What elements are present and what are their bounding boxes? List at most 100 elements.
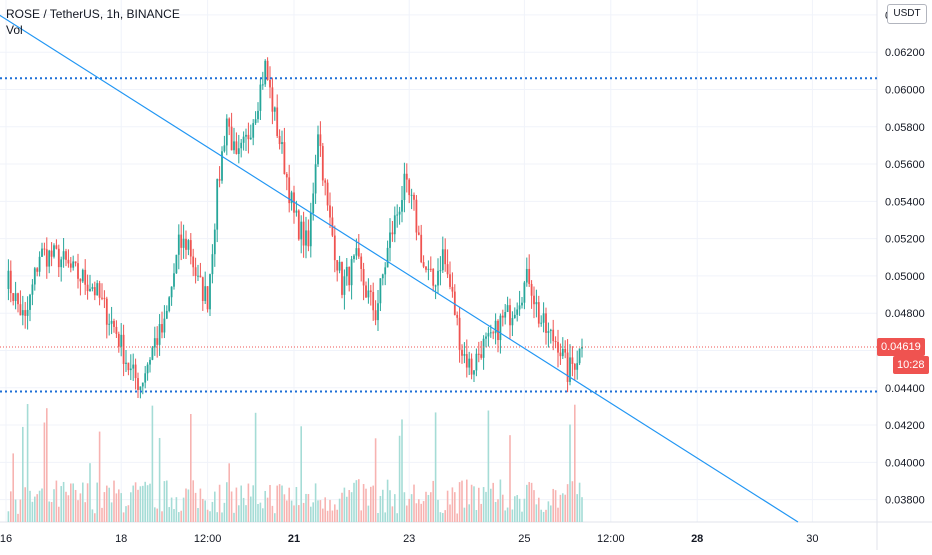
volume-bar [118,489,120,522]
volume-bar [485,491,487,522]
candle-body [221,151,223,181]
volume-bar [266,497,269,522]
volume-label: Vol [6,23,23,37]
volume-bar [38,490,41,522]
candle-body [487,333,490,337]
candle-body [213,229,216,255]
volume-bar [226,482,228,522]
candle-body [441,249,444,271]
candle-body [391,232,394,235]
volume-bar [70,483,72,522]
candle-body [477,353,480,355]
volume-bar [463,507,466,522]
candle-body [369,290,372,293]
volume-bar [218,484,221,522]
volume-bar [454,492,456,522]
bar-countdown-tag: 10:28 [893,355,929,374]
candle-body [535,302,538,305]
candle-body [151,347,154,360]
candle-body [218,179,221,181]
candle-body [573,363,576,370]
candle-body [345,266,348,277]
volume-bar [46,408,48,522]
candle-body [122,334,125,364]
candle-body [225,118,228,146]
candle-body [233,141,235,151]
candle-body [528,268,531,284]
volume-bar [230,491,233,522]
y-tick-label: 0.03800 [885,495,925,507]
volume-bar [533,490,535,522]
currency-button[interactable]: USDT [887,4,927,24]
volume-bar [223,502,226,522]
volume-bar [353,482,355,522]
candle-body [350,259,353,286]
volume-bar [278,484,281,522]
volume-bar [360,510,362,522]
volume-bar [559,494,562,522]
volume-bar [415,503,418,522]
candle-body [525,268,528,283]
volume-bar [288,487,290,522]
volume-bar [298,505,300,522]
volume-bar [24,487,26,522]
candle-body [69,263,72,268]
volume-bar [252,485,254,522]
candle-body [21,310,24,316]
volume-bar [77,500,79,522]
volume-bar [146,485,149,522]
candle-body [329,205,331,218]
volume-bar [473,486,475,522]
candle-body [465,354,468,368]
candle-body [127,362,130,371]
candle-body [81,269,84,282]
candle-body [446,264,449,275]
volume-bar [194,492,197,522]
candle-body [386,247,389,268]
candle-body [98,283,101,298]
volume-bar [346,496,348,522]
volume-bar [84,502,86,522]
volume-bar [142,485,144,522]
volume-bar [358,479,360,522]
volume-bar [122,512,125,522]
candle-body [492,332,495,334]
candle-body [540,322,543,324]
candle-body [175,254,178,274]
candle-body [545,313,547,333]
volume-bar [578,482,581,522]
volume-bar [202,498,204,522]
volume-bar [550,505,552,522]
volume-bar [82,482,84,522]
volume-bar [72,483,74,522]
volume-bar [470,484,473,522]
candle-body [257,110,259,120]
volume-bar [523,498,526,522]
candle-body [566,352,569,382]
candle-body [482,338,485,358]
candle-body [185,238,187,250]
volume-bar [65,491,67,522]
volume-bar [317,500,319,522]
candle-body [108,323,111,325]
volume-bar [53,489,55,522]
volume-bar [324,497,326,522]
candle-body [240,142,243,149]
volume-bar [338,498,341,522]
candle-body [408,179,411,196]
volume-bar [444,510,446,522]
volume-bar [557,507,559,522]
volume-bar [96,482,98,522]
volume-bar [132,485,134,522]
y-tick-label: 0.05000 [885,271,925,283]
volume-bar [211,501,214,522]
candle-body [415,199,418,233]
candle-body [60,259,63,268]
candle-body [343,276,346,295]
volume-bar [365,488,367,522]
candle-body [314,164,317,194]
candle-body [117,333,120,347]
volume-bar [144,481,146,522]
